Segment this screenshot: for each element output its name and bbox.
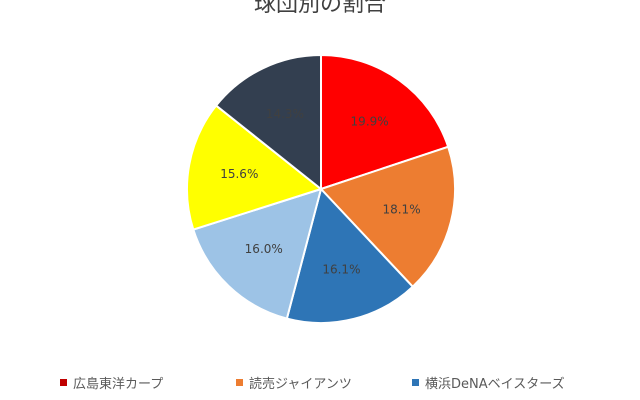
legend-label: 横浜DeNAベイスターズ	[425, 377, 565, 392]
legend-item: 読売ジャイアンツ	[236, 373, 412, 392]
pie-slice	[192, 187, 323, 320]
slice-label: 14.3%	[266, 107, 304, 121]
legend-item: 広島東洋カープ	[60, 373, 236, 392]
legend-swatch	[236, 379, 243, 386]
slice-label: 15.6%	[220, 167, 258, 181]
slice-label: 16.0%	[245, 242, 283, 256]
legend-swatch	[60, 379, 67, 386]
legend: 広島東洋カープ 読売ジャイアンツ 横浜DeNAベイスターズ	[60, 373, 588, 392]
legend-item: 横浜DeNAベイスターズ	[412, 373, 588, 392]
pie-slice	[285, 186, 415, 324]
slice-label: 19.9%	[351, 115, 389, 129]
pie-slice	[319, 145, 456, 289]
legend-label: 広島東洋カープ	[73, 377, 164, 392]
pie-slice	[320, 53, 450, 191]
pie-slice	[214, 53, 322, 192]
legend-label: 読売ジャイアンツ	[249, 377, 352, 392]
slice-label: 18.1%	[382, 202, 420, 216]
slice-label: 16.1%	[322, 263, 360, 277]
chart-title: 球団別の割合	[253, 0, 386, 17]
legend-swatch	[412, 379, 419, 386]
pie-slice	[186, 104, 324, 231]
